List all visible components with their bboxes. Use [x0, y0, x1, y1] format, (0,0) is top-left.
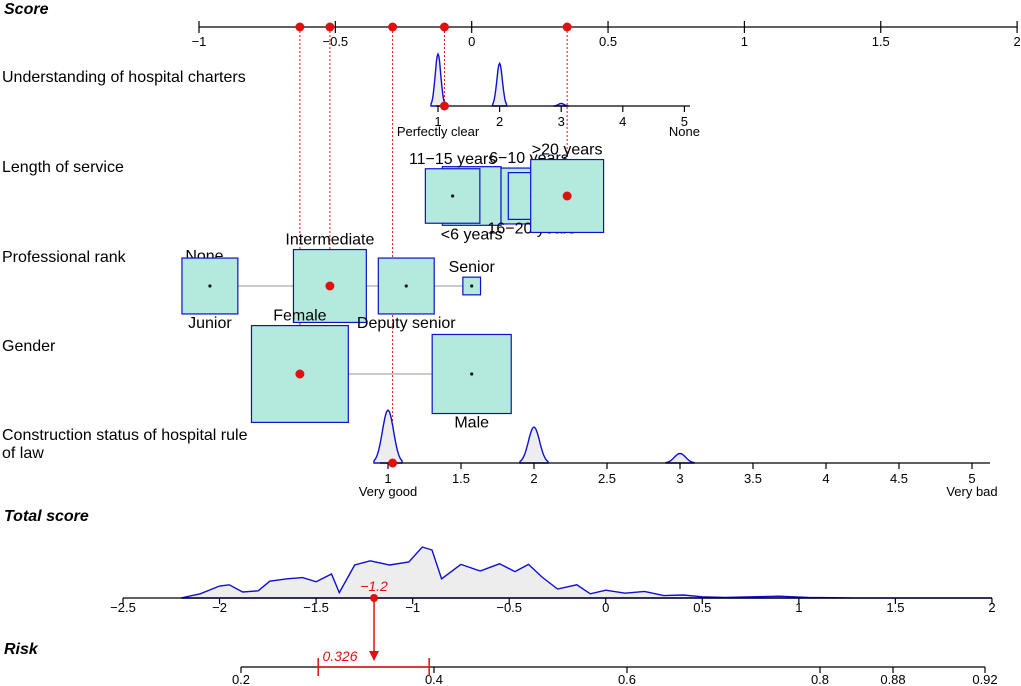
- law-tick-label: 2.5: [598, 471, 616, 486]
- var-label-gender: Gender: [2, 338, 56, 355]
- var-label-rule-of-law-line2: of law: [2, 445, 44, 462]
- service-level-label: 11−15 years: [409, 151, 496, 168]
- charters-row: 1 2 3 4 5 Perfectly clear None: [397, 52, 700, 139]
- total-tick-label: −0.5: [496, 600, 522, 615]
- total-tick-label: −1.5: [303, 600, 329, 615]
- charters-end-label-high: None: [669, 124, 700, 139]
- rank-level-label: Junior: [188, 315, 232, 332]
- charters-tick-label: 5: [681, 114, 688, 129]
- rank-level-label: Senior: [449, 259, 496, 276]
- selected-points: [295, 22, 572, 661]
- rank-box-center: [208, 284, 212, 288]
- law-tick-label: 3: [676, 471, 683, 486]
- observed-total-label: −1.2: [360, 578, 388, 594]
- score-tick-label: 2: [1013, 34, 1020, 49]
- var-label-length-of-service: Length of service: [2, 159, 124, 176]
- rank-box-center: [470, 284, 474, 288]
- score-point: [562, 22, 572, 32]
- risk-arrowhead: [369, 651, 380, 661]
- selected-level-point: [388, 458, 398, 468]
- score-point: [325, 22, 335, 32]
- risk-tick-label: 0.92: [972, 672, 997, 686]
- law-tick-label: 2: [530, 471, 537, 486]
- var-label-rule-of-law: Construction status of hospital rule of …: [2, 427, 252, 462]
- total-tick-label: −2: [212, 600, 227, 615]
- total-tick-label: 2: [988, 600, 995, 615]
- risk-axis-title: Risk: [4, 641, 39, 658]
- selected-level-point: [295, 369, 305, 379]
- score-tick-label: 1.5: [872, 34, 890, 49]
- law-tick-label: 4.5: [890, 471, 908, 486]
- risk-tick-label: 0.6: [618, 672, 636, 686]
- var-label-professional-rank: Professional rank: [2, 249, 127, 266]
- law-density: [665, 452, 695, 464]
- score-point: [439, 22, 449, 32]
- total-score-axis-title: Total score: [4, 508, 89, 525]
- risk-tick-label: 0.8: [811, 672, 829, 686]
- law-density: [373, 408, 403, 464]
- score-tick-label: −0.5: [323, 34, 349, 49]
- selected-level-point: [325, 281, 335, 291]
- service-level-label: >20 years: [532, 142, 603, 159]
- rank-box-center: [404, 284, 408, 288]
- charters-tick-label: 4: [619, 114, 626, 129]
- total-tick-label: 1.5: [886, 600, 904, 615]
- law-row: 1 1.5 2 2.5 3 3.5 4 4.5 5 Very good Very bad: [359, 408, 998, 499]
- charters-density: [430, 52, 446, 107]
- score-tick-label: 0.5: [599, 34, 617, 49]
- gender-level-label: Male: [454, 415, 489, 432]
- var-label-hospital-charters: Understanding of hospital charters: [2, 69, 246, 86]
- charters-tick-label: 2: [496, 114, 503, 129]
- risk-tick-label: 0.4: [425, 672, 443, 686]
- predicted-risk-label: 0.326: [322, 648, 357, 664]
- total-score-density: [180, 546, 992, 599]
- charters-tick-label: 1: [434, 114, 441, 129]
- law-density: [519, 426, 549, 464]
- var-label-rule-of-law-line1: Construction status of hospital rule: [2, 427, 248, 444]
- charters-density: [491, 61, 508, 107]
- score-tick-label: −1: [192, 34, 207, 49]
- service-box-center: [451, 194, 455, 198]
- charters-end-label-low: Perfectly clear: [397, 124, 480, 139]
- service-level-label: <6 years: [441, 226, 503, 243]
- score-tick-label: 1: [741, 34, 748, 49]
- total-tick-label: −2.5: [110, 600, 136, 615]
- total-tick-label: 0: [602, 600, 609, 615]
- score-axis: −1 −0.5 0 0.5 1 1.5 2: [192, 21, 1021, 49]
- total-tick-label: −1: [405, 600, 420, 615]
- gender-level-label: Female: [273, 308, 326, 325]
- total-tick-label: 0.5: [693, 600, 711, 615]
- total-tick-label: 1: [795, 600, 802, 615]
- risk-axis: 0.2 0.4 0.6 0.8 0.88 0.92 0.326: [232, 648, 998, 686]
- rank-level-label: Deputy senior: [357, 315, 456, 332]
- score-tick-label: 0: [468, 34, 475, 49]
- selected-level-point: [562, 191, 572, 201]
- score-point: [295, 22, 305, 32]
- total-score-axis: −2.5 −2 −1.5 −1 −0.5 0 0.5 1 1.5 2 −1.2: [110, 546, 996, 615]
- law-tick-label: 1.5: [452, 471, 470, 486]
- law-tick-label: 3.5: [744, 471, 762, 486]
- law-end-label-low: Very good: [359, 484, 418, 499]
- rank-level-label: Intermediate: [285, 232, 374, 249]
- law-tick-label: 4: [822, 471, 829, 486]
- law-tick-label: 1: [384, 471, 391, 486]
- score-axis-title: Score: [4, 1, 49, 18]
- score-point: [388, 22, 398, 32]
- law-tick-label: 5: [968, 471, 975, 486]
- gender-box-center: [470, 372, 474, 376]
- risk-tick-label: 0.88: [880, 672, 905, 686]
- charters-tick-label: 3: [558, 114, 565, 129]
- selected-level-point: [439, 101, 449, 111]
- law-end-label-high: Very bad: [946, 484, 997, 499]
- risk-tick-label: 0.2: [232, 672, 250, 686]
